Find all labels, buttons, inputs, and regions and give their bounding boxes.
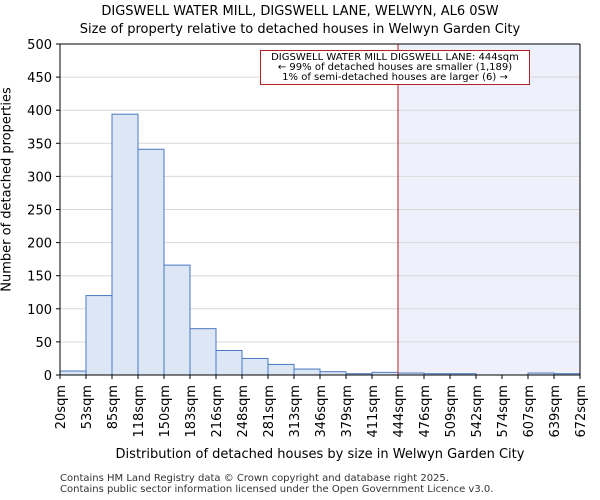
x-tick-label: 509sqm	[444, 385, 459, 438]
bar	[111, 113, 139, 376]
y-tick-label: 100	[27, 303, 52, 318]
y-tick-label: 400	[27, 104, 52, 119]
bar	[163, 264, 191, 376]
y-tick-label: 0	[44, 369, 52, 384]
annotation-line-2: ← 99% of detached houses are smaller (1,…	[277, 62, 513, 73]
x-tick-label: 379sqm	[340, 385, 355, 438]
bar	[137, 148, 165, 376]
x-tick-label: 607sqm	[522, 385, 537, 438]
y-tick-label: 450	[27, 71, 52, 86]
chart-subtitle: Size of property relative to detached ho…	[79, 22, 521, 37]
y-tick-label: 50	[35, 336, 52, 351]
y-tick-label: 500	[27, 38, 52, 53]
x-tick-label: 313sqm	[288, 385, 303, 438]
x-tick-label: 85sqm	[106, 385, 121, 429]
y-tick-label: 250	[27, 204, 52, 219]
x-tick-label: 639sqm	[548, 385, 563, 438]
bar	[267, 363, 295, 376]
x-tick-label: 542sqm	[470, 385, 485, 438]
y-tick-label: 200	[27, 237, 52, 252]
bar	[241, 357, 269, 376]
bar	[59, 370, 87, 376]
x-tick-label: 248sqm	[236, 385, 251, 438]
y-tick-label: 350	[27, 137, 52, 152]
bar	[293, 368, 321, 376]
bar	[215, 350, 243, 376]
x-tick-label: 150sqm	[158, 385, 173, 438]
footer-line-1: Contains HM Land Registry data © Crown c…	[60, 473, 449, 484]
x-tick-label: 53sqm	[80, 385, 95, 429]
x-tick-label: 346sqm	[314, 385, 329, 438]
property-annotation: DIGSWELL WATER MILL DIGSWELL LANE: 444sq…	[260, 50, 530, 85]
x-tick-label: 183sqm	[184, 385, 199, 438]
x-tick-label: 20sqm	[54, 385, 69, 429]
annotation-line-3: 1% of semi-detached houses are larger (6…	[282, 72, 508, 83]
chart-title: DIGSWELL WATER MILL, DIGSWELL LANE, WELW…	[101, 4, 499, 19]
y-tick-label: 150	[27, 270, 52, 285]
x-tick-label: 672sqm	[574, 385, 589, 438]
x-tick-label: 411sqm	[366, 385, 381, 438]
bar	[189, 328, 217, 376]
x-tick-label: 574sqm	[496, 385, 511, 438]
x-tick-label: 281sqm	[262, 385, 277, 438]
bar	[85, 295, 113, 376]
x-axis-label: Distribution of detached houses by size …	[116, 447, 525, 462]
x-tick-label: 216sqm	[210, 385, 225, 438]
x-tick-label: 476sqm	[418, 385, 433, 438]
y-tick-label: 300	[27, 170, 52, 185]
annotation-line-1: DIGSWELL WATER MILL DIGSWELL LANE: 444sq…	[271, 52, 519, 63]
x-tick-label: 118sqm	[132, 385, 147, 438]
y-axis-label: Number of detached properties	[0, 87, 15, 292]
footer-line-2: Contains public sector information licen…	[60, 484, 494, 495]
x-tick-label: 444sqm	[392, 385, 407, 438]
